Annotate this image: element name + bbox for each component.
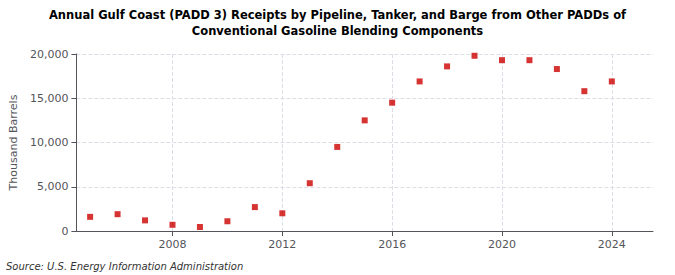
svg-text:2008: 2008 [158,238,186,251]
svg-text:5,000: 5,000 [37,180,69,193]
svg-text:Thousand Barrels: Thousand Barrels [7,94,20,191]
svg-text:10,000: 10,000 [30,136,69,149]
svg-text:Source: U.S. Energy Informatio: Source: U.S. Energy Information Administ… [6,261,243,272]
svg-text:Annual Gulf Coast (PADD 3) Rec: Annual Gulf Coast (PADD 3) Receipts by P… [49,8,627,22]
svg-text:0: 0 [61,225,68,238]
svg-text:15,000: 15,000 [30,92,69,105]
svg-text:Conventional Gasoline Blending: Conventional Gasoline Blending Component… [192,24,483,38]
svg-text:2016: 2016 [378,238,406,251]
svg-text:2024: 2024 [598,238,626,251]
svg-text:20,000: 20,000 [30,48,69,61]
svg-text:2012: 2012 [268,238,296,251]
svg-text:2020: 2020 [488,238,516,251]
